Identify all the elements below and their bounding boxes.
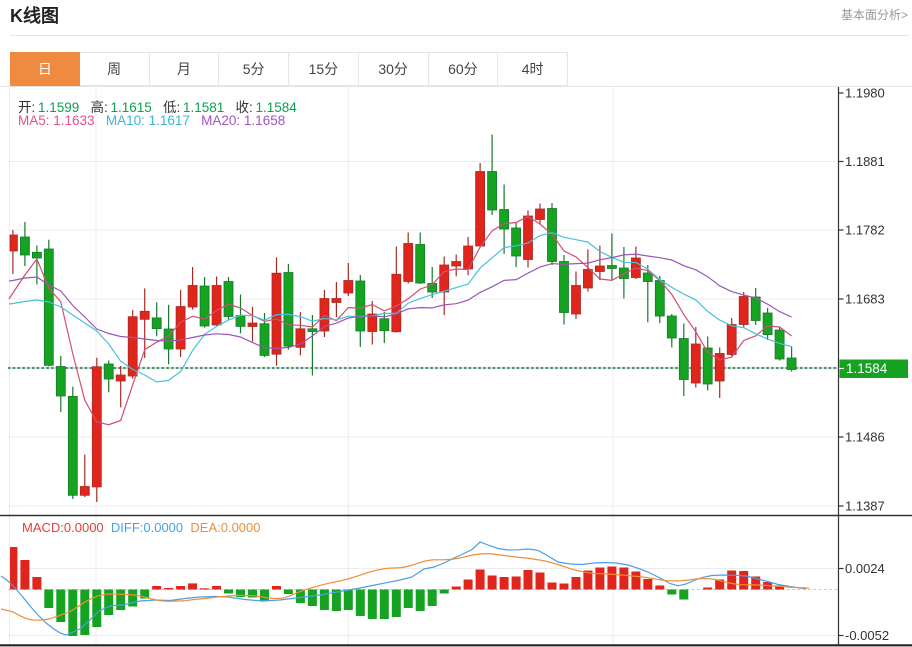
svg-text:1.1782: 1.1782 <box>845 223 885 238</box>
svg-text:1.1683: 1.1683 <box>845 292 885 307</box>
svg-text:0.0024: 0.0024 <box>845 561 885 576</box>
svg-text:1.1881: 1.1881 <box>845 154 885 169</box>
svg-text:1.1980: 1.1980 <box>845 86 885 101</box>
svg-text:-0.0052: -0.0052 <box>845 628 889 643</box>
svg-text:1.1387: 1.1387 <box>845 499 885 514</box>
svg-text:1.1486: 1.1486 <box>845 430 885 445</box>
svg-text:1.1584: 1.1584 <box>846 361 888 376</box>
